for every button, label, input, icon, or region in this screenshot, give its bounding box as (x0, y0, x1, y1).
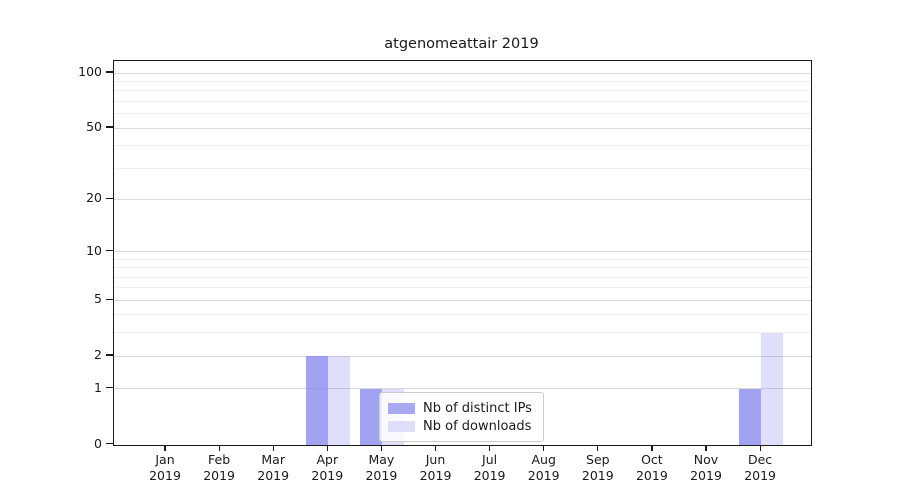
x-tick-mark (326, 445, 328, 451)
y-tick-label: 1 (94, 379, 102, 395)
x-tick-mark (489, 445, 491, 451)
gridline-minor (114, 267, 811, 269)
gridline-minor (114, 167, 811, 169)
x-tick-month: Jan (155, 452, 175, 467)
x-tick-year: 2019 (365, 467, 398, 483)
y-tick-label: 20 (86, 190, 102, 206)
legend-swatch-distinct-ips-icon (388, 402, 415, 414)
x-tick-label: Jul 2019 (455, 452, 525, 483)
x-tick-year: 2019 (203, 467, 235, 483)
x-tick-year: 2019 (419, 467, 452, 483)
y-tick-mark (106, 126, 113, 128)
x-tick-month: May (368, 452, 395, 467)
legend-label-distinct-ips: Nb of distinct IPs (423, 400, 532, 416)
y-tick-label: 50 (86, 119, 102, 135)
x-tick-label: Jan 2019 (130, 452, 200, 483)
x-tick-month: Jun (425, 452, 446, 467)
chart-title: atgenomeattair 2019 (384, 36, 539, 52)
gridline-major (114, 299, 811, 301)
x-tick-label: Sep 2019 (563, 452, 633, 483)
x-tick-label: Dec 2019 (725, 452, 795, 483)
x-tick-label: Oct 2019 (617, 452, 687, 483)
gridline-major (114, 72, 811, 74)
plot-area: Nb of distinct IPs Nb of downloads (113, 60, 812, 446)
x-tick-mark (543, 445, 545, 451)
gridline-minor (114, 332, 811, 334)
y-tick-label: 10 (86, 242, 102, 258)
x-tick-month: Apr (316, 452, 339, 467)
legend-entry-downloads: Nb of downloads (388, 418, 532, 434)
y-tick-label: 0 (94, 435, 102, 451)
gridline-major (114, 198, 811, 200)
x-tick-label: May 2019 (346, 452, 416, 483)
y-tick-label: 100 (78, 64, 102, 80)
legend-entry-distinct-ips: Nb of distinct IPs (388, 400, 532, 416)
x-tick-mark (597, 445, 599, 451)
x-tick-mark (651, 445, 653, 451)
x-tick-year: 2019 (635, 467, 668, 483)
bar-distinct-ips (360, 388, 383, 445)
y-tick-mark (106, 442, 113, 445)
gridline-minor (114, 145, 811, 147)
x-tick-year: 2019 (257, 467, 290, 483)
x-tick-year: 2019 (581, 467, 614, 483)
x-tick-month: Nov (693, 452, 719, 467)
gridline-major (114, 388, 811, 390)
x-tick-month: Feb (208, 452, 231, 467)
x-tick-year: 2019 (473, 467, 506, 483)
y-tick-mark (106, 71, 113, 73)
x-tick-month: Dec (747, 452, 773, 467)
x-tick-month: Oct (641, 452, 663, 467)
gridline-minor (114, 90, 811, 92)
bar-distinct-ips (739, 388, 762, 445)
x-tick-year: 2019 (311, 467, 344, 483)
gridline-major (114, 127, 811, 129)
x-tick-year: 2019 (527, 467, 560, 483)
x-tick-label: Nov 2019 (671, 452, 741, 483)
legend: Nb of distinct IPs Nb of downloads (379, 392, 544, 442)
x-tick-mark (380, 445, 383, 451)
x-tick-mark (218, 445, 220, 451)
x-tick-year: 2019 (149, 467, 181, 483)
gridline-minor (114, 113, 811, 115)
gridline-minor (114, 287, 811, 289)
x-tick-mark (705, 445, 707, 451)
x-tick-month: Mar (261, 452, 285, 467)
x-tick-mark (434, 445, 437, 451)
y-tick-mark (106, 387, 113, 389)
y-tick-mark (106, 249, 113, 252)
x-tick-label: Mar 2019 (238, 452, 308, 483)
gridline-minor (114, 314, 811, 316)
x-tick-year: 2019 (690, 467, 722, 483)
bar-distinct-ips (306, 356, 329, 445)
x-tick-label: Feb 2019 (184, 452, 254, 483)
gridline-minor (114, 80, 811, 82)
gridline-minor (114, 258, 811, 260)
bar-downloads (761, 332, 784, 445)
bar-downloads (328, 356, 351, 445)
gridline-major (114, 355, 811, 357)
x-tick-mark (164, 445, 166, 451)
legend-label-downloads: Nb of downloads (423, 418, 532, 434)
x-tick-label: Jun 2019 (401, 452, 471, 483)
x-tick-label: Apr 2019 (292, 452, 362, 483)
x-tick-year: 2019 (744, 467, 776, 483)
gridline-minor (114, 100, 811, 102)
gridline-minor (114, 276, 811, 278)
y-tick-mark (106, 197, 113, 200)
x-tick-label: Aug 2019 (509, 452, 579, 483)
x-tick-mark (272, 445, 274, 451)
legend-swatch-downloads-icon (388, 420, 415, 432)
y-tick-mark (106, 298, 113, 300)
y-tick-label: 5 (94, 291, 102, 307)
y-tick-label: 2 (94, 347, 102, 363)
x-tick-mark (759, 445, 761, 451)
x-tick-month: Sep (586, 452, 610, 467)
gridline-major (114, 251, 811, 253)
x-tick-month: Jul (482, 452, 498, 467)
y-tick-mark (106, 354, 113, 356)
x-tick-month: Aug (531, 452, 556, 467)
